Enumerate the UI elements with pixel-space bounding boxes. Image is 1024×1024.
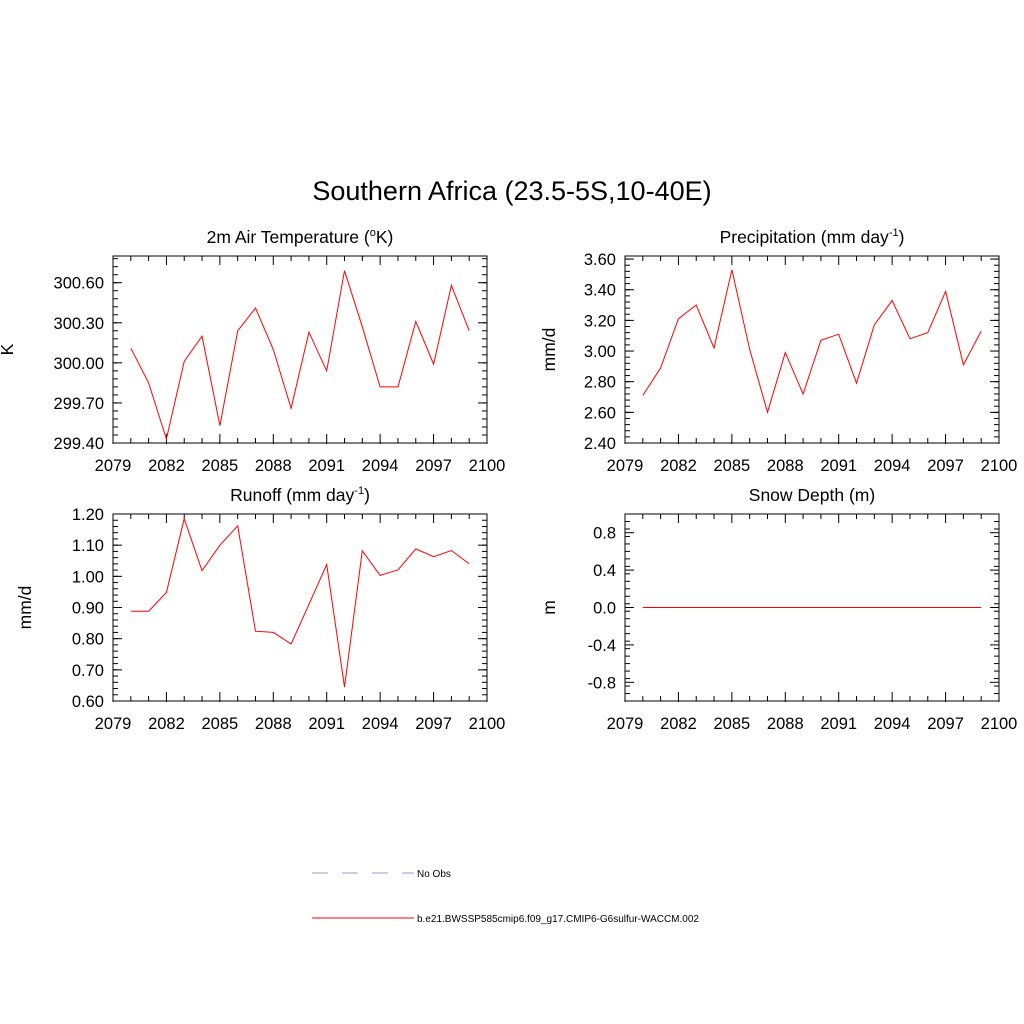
y-axis-label: mm/d [15, 586, 35, 630]
y-tick-label: 1.00 [72, 568, 104, 586]
x-tick-label: 2100 [981, 715, 1018, 733]
x-tick-label: 2091 [820, 457, 857, 475]
y-tick-label: 0.80 [72, 631, 104, 649]
y-axis-label: K [0, 343, 17, 355]
panel-runoff: Runoff (mm day-1) mm/d 2079 2082 2085 2088 209… [15, 485, 505, 733]
y-tick-label: -0.8 [588, 674, 616, 692]
y-axis-label: mm/d [539, 328, 559, 372]
y-tick-label: 2.60 [584, 404, 616, 422]
x-tick-label: 2094 [874, 715, 911, 733]
x-tick-label: 2094 [874, 457, 911, 475]
y-tick-label: -0.4 [588, 637, 616, 655]
x-tick-label: 2082 [660, 715, 697, 733]
x-tick-label: 2100 [469, 715, 506, 733]
x-tick-label: 2097 [415, 457, 452, 475]
legend-item: No Obs [312, 869, 451, 880]
y-tick-label: 2.40 [584, 435, 616, 453]
legend: No Obs b.e21.BWSSP585cmip6.f09_g17.CMIP6-… [312, 869, 699, 925]
y-tick-label: 0.0 [593, 600, 616, 618]
panel-title: Runoff (mm day-1) [230, 485, 370, 505]
y-tick-label: 3.40 [584, 282, 616, 300]
x-tick-label: 2082 [148, 715, 185, 733]
y-axis-label: m [539, 600, 559, 615]
plot-frame [624, 255, 1000, 444]
y-tick-label: 300.00 [54, 355, 104, 373]
y-tick-label: 0.8 [593, 525, 616, 543]
x-tick-label: 2088 [767, 457, 804, 475]
x-tick-label: 2094 [362, 457, 399, 475]
x-tick-label: 2079 [607, 715, 644, 733]
x-tick-label: 2094 [362, 715, 399, 733]
x-tick-label: 2097 [927, 457, 964, 475]
series-line [642, 269, 982, 415]
panel-snow: Snow Depth (m) m 2079 2082 2085 2088 2091 2094 2… [539, 485, 1017, 733]
x-tick-label: 2088 [255, 457, 292, 475]
x-tick-label: 2088 [767, 715, 804, 733]
x-tick-label: 2085 [713, 457, 750, 475]
y-tick-label: 0.70 [72, 662, 104, 680]
y-tick-label: 0.4 [593, 562, 616, 580]
y-tick-label: 300.30 [54, 315, 104, 333]
x-tick-label: 2079 [95, 457, 132, 475]
y-tick-label: 300.60 [54, 275, 104, 293]
x-tick-label: 2088 [255, 715, 292, 733]
x-tick-label: 2085 [713, 715, 750, 733]
y-tick-label: 2.80 [584, 374, 616, 392]
x-tick-label: 2091 [820, 715, 857, 733]
x-tick-label: 2079 [607, 457, 644, 475]
plot-frame [112, 255, 488, 444]
panel-title: 2m Air Temperature (oK) [207, 227, 394, 247]
x-tick-label: 2082 [148, 457, 185, 475]
x-tick-label: 2097 [415, 715, 452, 733]
plot-frame [112, 513, 488, 702]
figure-title: Southern Africa (23.5-5S,10-40E) [312, 176, 711, 206]
y-tick-label: 3.20 [584, 312, 616, 330]
x-tick-label: 2091 [308, 457, 345, 475]
panel-title: Snow Depth (m) [749, 485, 875, 505]
legend-item: b.e21.BWSSP585cmip6.f09_g17.CMIP6-G6sulf… [312, 914, 699, 925]
x-tick-label: 2091 [308, 715, 345, 733]
x-tick-label: 2079 [95, 715, 132, 733]
y-tick-label: 0.60 [72, 693, 104, 711]
x-tick-label: 2100 [981, 457, 1018, 475]
y-tick-label: 299.40 [54, 435, 104, 453]
x-tick-label: 2085 [201, 715, 238, 733]
y-tick-label: 1.10 [72, 537, 104, 555]
y-tick-label: 3.00 [584, 343, 616, 361]
series-line [130, 270, 470, 441]
series-line [130, 516, 470, 688]
x-tick-label: 2082 [660, 457, 697, 475]
panel-title: Precipitation (mm day-1) [720, 227, 905, 247]
panel-precipitation: Precipitation (mm day-1) mm/d 2079 2082 2085… [539, 227, 1017, 475]
x-tick-label: 2085 [201, 457, 238, 475]
y-tick-label: 3.60 [584, 251, 616, 269]
legend-label: No Obs [417, 869, 451, 880]
y-tick-label: 0.90 [72, 600, 104, 618]
x-tick-label: 2100 [469, 457, 506, 475]
y-tick-label: 1.20 [72, 506, 104, 524]
legend-label: b.e21.BWSSP585cmip6.f09_g17.CMIP6-G6sulf… [417, 914, 699, 925]
panels-group: 2m Air Temperature (oK) K 2079 2082 2085 2088… [0, 227, 1017, 733]
panel-temperature: 2m Air Temperature (oK) K 2079 2082 2085 2088… [0, 227, 505, 475]
x-tick-label: 2097 [927, 715, 964, 733]
y-tick-label: 299.70 [54, 395, 104, 413]
